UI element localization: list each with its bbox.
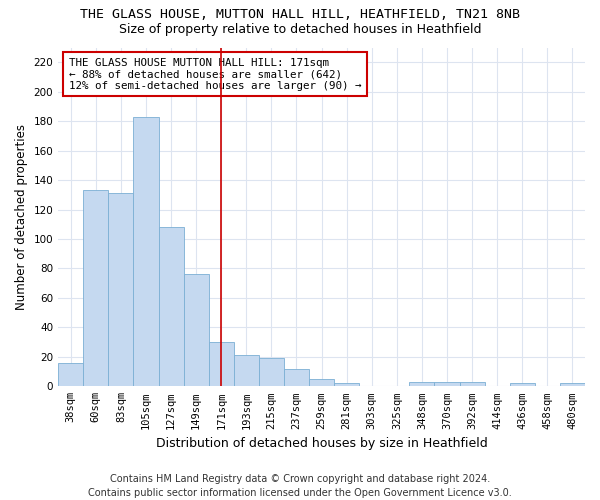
Bar [309, 379, 334, 386]
Bar [334, 384, 359, 386]
Text: Contains HM Land Registry data © Crown copyright and database right 2024.
Contai: Contains HM Land Registry data © Crown c… [88, 474, 512, 498]
X-axis label: Distribution of detached houses by size in Heathfield: Distribution of detached houses by size … [156, 437, 487, 450]
Bar [234, 356, 259, 386]
Bar [510, 384, 535, 386]
Text: THE GLASS HOUSE, MUTTON HALL HILL, HEATHFIELD, TN21 8NB: THE GLASS HOUSE, MUTTON HALL HILL, HEATH… [80, 8, 520, 20]
Text: THE GLASS HOUSE MUTTON HALL HILL: 171sqm
← 88% of detached houses are smaller (6: THE GLASS HOUSE MUTTON HALL HILL: 171sqm… [69, 58, 361, 91]
Bar [58, 362, 83, 386]
Bar [284, 368, 309, 386]
Bar [434, 382, 460, 386]
Bar [158, 227, 184, 386]
Bar [83, 190, 109, 386]
Bar [560, 384, 585, 386]
Bar [184, 274, 209, 386]
Y-axis label: Number of detached properties: Number of detached properties [15, 124, 28, 310]
Text: Size of property relative to detached houses in Heathfield: Size of property relative to detached ho… [119, 22, 481, 36]
Bar [259, 358, 284, 386]
Bar [109, 194, 133, 386]
Bar [409, 382, 434, 386]
Bar [133, 116, 158, 386]
Bar [209, 342, 234, 386]
Bar [460, 382, 485, 386]
